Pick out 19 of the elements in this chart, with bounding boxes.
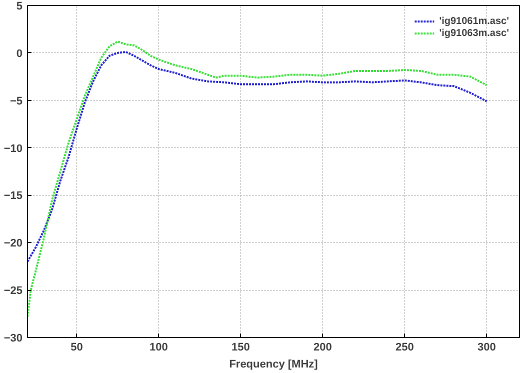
x-tick-label: 200 bbox=[314, 342, 332, 354]
y-tick-label: −20 bbox=[4, 238, 23, 250]
x-axis-title: Frequency [MHz] bbox=[229, 358, 318, 370]
y-tick-label: −10 bbox=[4, 142, 23, 155]
y-tick-label: −5 bbox=[10, 95, 23, 108]
y-tick-label: −15 bbox=[4, 190, 23, 202]
x-tick-label: 250 bbox=[396, 342, 414, 354]
y-tick-label: 0 bbox=[16, 48, 23, 60]
y-tick-label: −30 bbox=[4, 332, 23, 344]
y-tick-label: −25 bbox=[4, 285, 23, 298]
x-tick-label: 50 bbox=[70, 342, 83, 354]
y-tick-label: 5 bbox=[16, 0, 23, 12]
x-tick-label: 100 bbox=[150, 342, 168, 354]
line-series bbox=[28, 50, 488, 263]
line-series bbox=[28, 40, 488, 318]
x-tick-label: 150 bbox=[232, 342, 250, 354]
legend-label: 'ig91063m.asc' bbox=[439, 27, 509, 39]
legend-label: 'ig91061m.asc' bbox=[439, 15, 509, 27]
x-tick-label: 300 bbox=[478, 342, 496, 354]
